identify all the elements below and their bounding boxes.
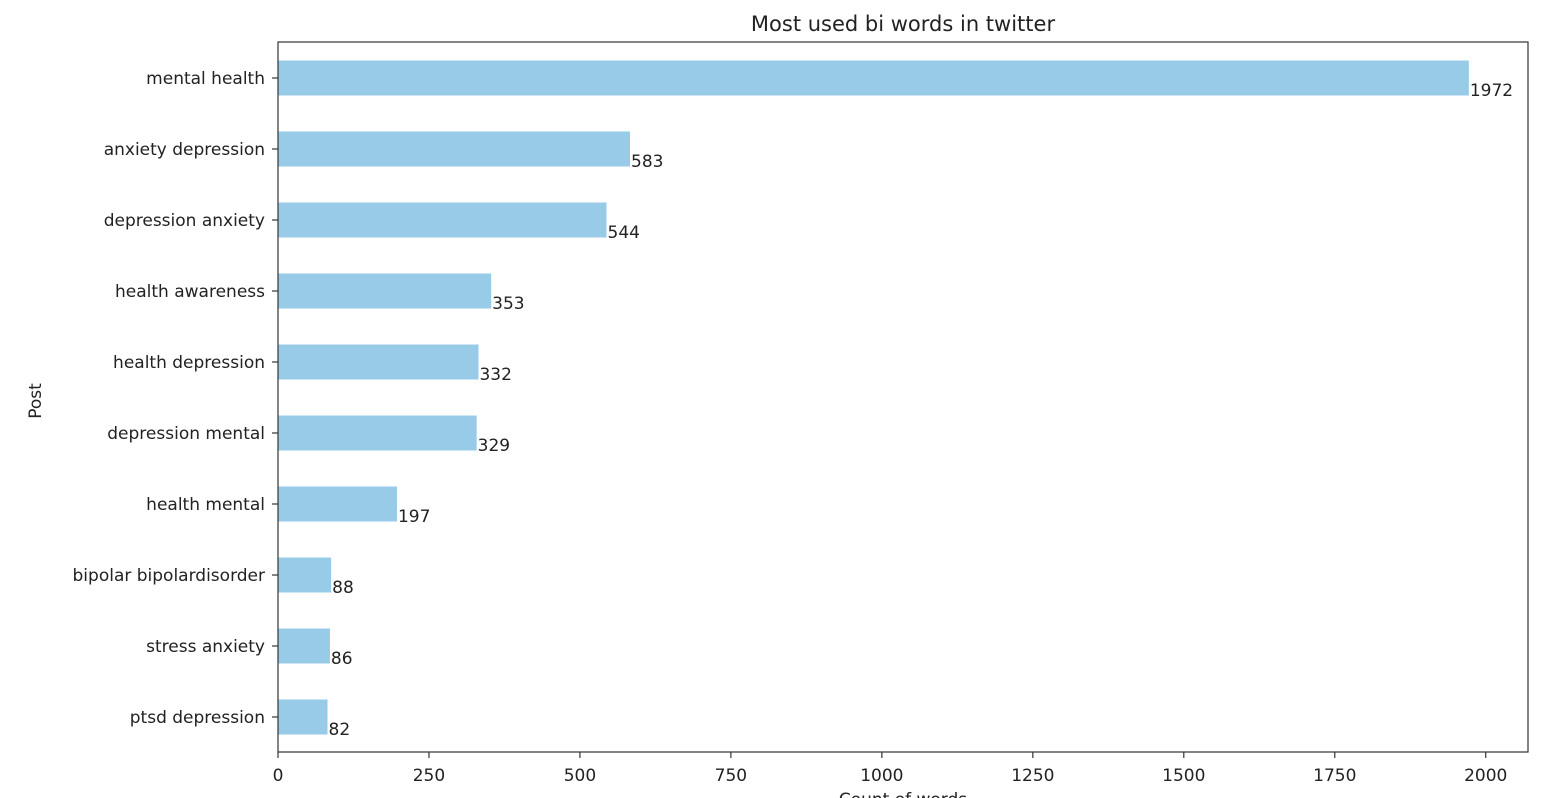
x-axis-label: Count of words bbox=[839, 790, 967, 798]
x-tick-label: 1250 bbox=[1011, 766, 1054, 786]
bar-value-label: 332 bbox=[479, 365, 511, 385]
bar-value-label: 583 bbox=[631, 152, 663, 172]
bar-value-label: 1972 bbox=[1470, 81, 1513, 101]
bar-9 bbox=[278, 699, 328, 735]
bar-value-label: 86 bbox=[331, 649, 353, 669]
y-tick-label: bipolar bipolardisorder bbox=[73, 566, 265, 586]
chart-title: Most used bi words in twitter bbox=[751, 12, 1056, 36]
y-axis-ticks: mental health anxiety depression depressio… bbox=[73, 69, 278, 728]
x-tick-label: 2000 bbox=[1464, 766, 1507, 786]
x-tick-label: 0 bbox=[273, 766, 284, 786]
y-tick-label: stress anxiety bbox=[146, 637, 265, 657]
value-labels-group: 1972 583 544 353 332 329 197 88 86 82 bbox=[329, 81, 1514, 740]
bar-4 bbox=[278, 344, 479, 380]
y-tick-label: depression mental bbox=[107, 424, 265, 444]
x-tick-label: 1750 bbox=[1313, 766, 1356, 786]
bar-8 bbox=[278, 628, 330, 664]
y-tick-label: health awareness bbox=[115, 282, 265, 302]
bar-0 bbox=[278, 60, 1469, 96]
bar-value-label: 544 bbox=[608, 223, 640, 243]
bar-value-label: 353 bbox=[492, 294, 524, 314]
bar-value-label: 197 bbox=[398, 507, 430, 527]
x-tick-label: 500 bbox=[564, 766, 596, 786]
x-tick-label: 250 bbox=[413, 766, 445, 786]
y-tick-label: anxiety depression bbox=[104, 140, 265, 160]
bars-group bbox=[278, 60, 1469, 735]
y-tick-label: mental health bbox=[146, 69, 265, 89]
x-tick-label: 750 bbox=[715, 766, 747, 786]
bar-value-label: 82 bbox=[329, 720, 351, 740]
bar-3 bbox=[278, 273, 492, 309]
bar-value-label: 329 bbox=[478, 436, 510, 456]
y-axis-label: Post bbox=[26, 383, 46, 419]
bar-6 bbox=[278, 486, 397, 522]
y-tick-label: depression anxiety bbox=[104, 211, 265, 231]
y-tick-label: health mental bbox=[146, 495, 265, 515]
bar-1 bbox=[278, 131, 631, 167]
bar-value-label: 88 bbox=[332, 578, 354, 598]
y-tick-label: health depression bbox=[113, 353, 265, 373]
bar-2 bbox=[278, 202, 607, 238]
x-tick-label: 1500 bbox=[1162, 766, 1205, 786]
bar-7 bbox=[278, 557, 332, 593]
x-axis-ticks: 0 250 500 750 1000 1250 1500 1750 2000 bbox=[273, 752, 1507, 786]
y-tick-label: ptsd depression bbox=[130, 708, 265, 728]
x-tick-label: 1000 bbox=[860, 766, 903, 786]
bar-5 bbox=[278, 415, 477, 451]
plot-frame bbox=[277, 41, 1529, 753]
